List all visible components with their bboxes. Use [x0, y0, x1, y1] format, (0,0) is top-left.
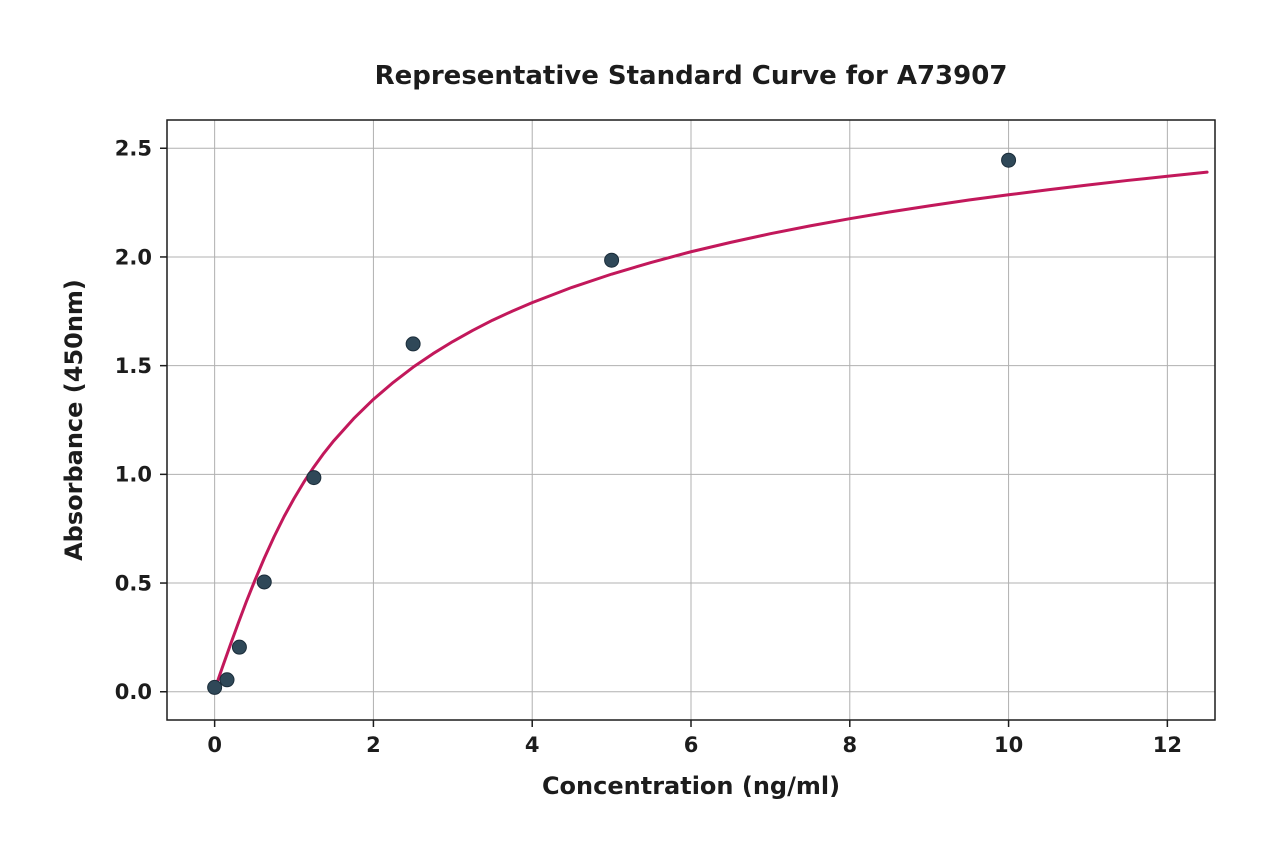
x-axis-label: Concentration (ng/ml)	[542, 772, 840, 800]
x-tick-label: 8	[842, 733, 857, 757]
scatter-point	[307, 471, 321, 485]
scatter-point	[605, 253, 619, 267]
x-tick-label: 4	[525, 733, 540, 757]
x-tick-label: 6	[684, 733, 699, 757]
y-tick-label: 1.0	[115, 463, 152, 487]
y-tick-label: 1.5	[115, 354, 152, 378]
x-tick-label: 2	[366, 733, 381, 757]
chart-svg: 0 2 4 6 8 10 12 0.0 0.5 1.0 1.5 2.0 2.5 Representat…	[0, 0, 1280, 845]
y-tick-label: 2.5	[115, 137, 152, 161]
scatter-point	[232, 640, 246, 654]
scatter-point	[406, 337, 420, 351]
chart-container: 0 2 4 6 8 10 12 0.0 0.5 1.0 1.5 2.0 2.5 Representat…	[0, 0, 1280, 845]
x-tick-label: 0	[207, 733, 222, 757]
scatter-point	[1002, 153, 1016, 167]
chart-background	[0, 0, 1280, 845]
y-tick-label: 0.0	[115, 680, 152, 704]
chart-title: Representative Standard Curve for A73907	[375, 61, 1008, 91]
scatter-point	[220, 673, 234, 687]
y-tick-label: 2.0	[115, 245, 152, 269]
y-axis-label: Absorbance (450nm)	[60, 279, 88, 561]
y-tick-label: 0.5	[115, 571, 152, 595]
scatter-point	[208, 680, 222, 694]
x-tick-label: 12	[1153, 733, 1182, 757]
x-tick-label: 10	[994, 733, 1023, 757]
scatter-point	[257, 575, 271, 589]
